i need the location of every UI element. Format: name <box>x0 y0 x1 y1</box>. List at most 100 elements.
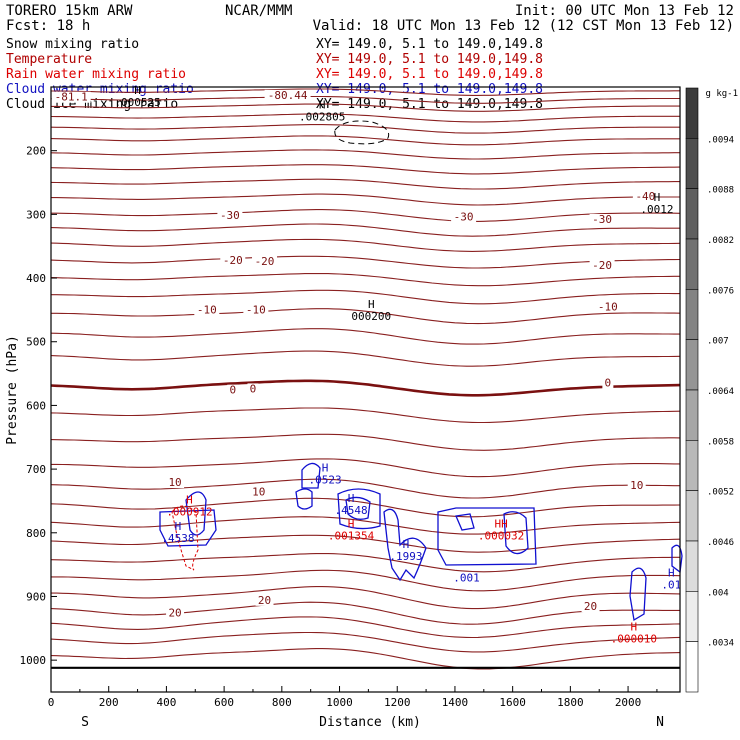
y-tick-label: 200 <box>26 145 46 158</box>
extremum-value: .001 <box>453 572 480 585</box>
extremum-mark: H <box>175 520 182 533</box>
colorbar-swatch <box>685 440 699 491</box>
colorbar-tick-label: .0082 <box>707 236 734 246</box>
colorbar-swatch <box>685 641 699 693</box>
extremum-value: .002805 <box>299 110 345 123</box>
extremum-mark: H <box>348 492 355 505</box>
x-tick-label: 2000 <box>615 696 642 709</box>
extremum-mark: H <box>348 518 355 531</box>
extremum-mark: H <box>654 191 661 204</box>
y-tick-label: 700 <box>26 463 46 476</box>
colorbar-swatch <box>685 138 699 189</box>
y-axis-ticks: 200 300 400 500 600 700 800 900 1000 <box>20 145 57 667</box>
isotherm-label-bg <box>227 384 239 396</box>
south-label: S <box>81 715 89 730</box>
isotherm-label-bg <box>243 304 269 316</box>
field-name-snow: Snow mixing ratio <box>6 37 139 52</box>
colorbar-swatch <box>685 289 699 340</box>
isotherm-label-bg <box>217 210 243 222</box>
isotherm-label: 10 <box>630 479 643 492</box>
y-tick-label: 600 <box>26 399 46 412</box>
isotherm <box>50 113 680 123</box>
extrema-markers: H.000525 H.002805H.0012H000200H.000912H.4… <box>114 84 681 646</box>
isotherm-lines <box>50 88 681 670</box>
isotherm-label: -20 <box>223 254 243 267</box>
extremum-mark: H <box>631 621 638 634</box>
extremum-mark: H <box>368 298 375 311</box>
isotherm-label-bg <box>632 191 658 203</box>
snow-contour <box>334 120 390 145</box>
isotherm-label: 20 <box>584 600 597 613</box>
isotherm-label-bg <box>627 480 646 492</box>
colorbar-unit: g kg-1 <box>705 89 738 99</box>
extremum-value: .4538 <box>161 532 194 545</box>
isotherm <box>50 497 681 518</box>
isotherm-label: 20 <box>258 594 271 607</box>
forecast-hour: Fcst: 18 h <box>6 18 90 34</box>
extremum-mark: H <box>186 493 193 506</box>
x-tick-label: 1400 <box>442 696 469 709</box>
isotherm-label-bg <box>194 304 220 316</box>
extremum-value: .000032 <box>478 530 524 543</box>
isotherm-label: 0 <box>250 382 257 395</box>
isotherm <box>51 308 681 325</box>
y-axis-label: Pressure (hPa) <box>5 335 20 445</box>
field-xy-snow: XY= 149.0, 5.1 to 149.0,149.8 <box>316 37 543 52</box>
isotherm <box>51 209 681 222</box>
isotherm <box>50 601 680 625</box>
isotherm <box>51 193 680 206</box>
isotherm <box>51 458 680 478</box>
x-axis-label: Distance (km) <box>319 715 421 730</box>
isotherm-label-bg <box>252 256 278 268</box>
extremum-value: .001354 <box>328 530 375 543</box>
colorbar-swatch <box>685 339 699 391</box>
colorbar-swatch <box>685 389 699 441</box>
center-label: NCAR/MMM <box>225 3 292 19</box>
isotherm <box>50 328 680 345</box>
isotherm-label-bg <box>264 89 311 101</box>
x-tick-label: 800 <box>272 696 292 709</box>
extremum-value: .1993 <box>389 550 422 563</box>
isotherm-label: -10 <box>598 300 618 313</box>
plot-frame <box>50 86 681 693</box>
isotherm <box>50 631 681 653</box>
isotherm-label-bg <box>581 601 600 613</box>
isotherm-label: -20 <box>255 255 275 268</box>
cloud-water-contour <box>383 508 427 582</box>
x-tick-label: 1800 <box>557 696 584 709</box>
isotherm-label-bg <box>220 254 246 266</box>
colorbar-tick-label: .0064 <box>707 387 734 397</box>
isotherm-label-bg <box>255 594 274 606</box>
extremum-value: .000912 <box>166 505 212 518</box>
extremum-mark: H <box>134 84 141 97</box>
snow-contours <box>334 120 390 145</box>
isotherm <box>51 586 681 610</box>
colorbar-tick-label: .0046 <box>707 538 734 548</box>
field-xy-cloud-water: XY= 149.0, 5.1 to 149.0,149.8 <box>316 82 543 97</box>
field-name-temperature: Temperature <box>6 52 92 67</box>
colorbar-tick-label: .0034 <box>707 639 734 649</box>
isotherm-label: -80.44 <box>268 89 308 102</box>
colorbar-tick-label: .0088 <box>707 186 734 196</box>
colorbar-swatch <box>685 490 699 542</box>
isotherm <box>50 124 680 134</box>
x-tick-label: 1200 <box>384 696 411 709</box>
extremum-value: .0012 <box>640 203 673 216</box>
isotherm-label: -30 <box>454 210 474 223</box>
extremum-mark: H <box>319 98 326 111</box>
isotherm <box>50 135 680 146</box>
extremum-mark: HH <box>494 518 507 531</box>
field-name-rain: Rain water mixing ratio <box>6 67 186 82</box>
cloud-water-contours <box>159 462 683 622</box>
extremum-value: .000010 <box>611 633 657 646</box>
cloud-water-contour <box>337 488 381 530</box>
cloud-water-contour <box>503 511 529 555</box>
colorbar: .0094 .0088 .0082 .0076 .007 .0064 .0058 .0052.… <box>685 87 734 693</box>
x-tick-label: 1600 <box>499 696 526 709</box>
isotherm <box>51 95 680 104</box>
field-xy-rain: XY= 149.0, 5.1 to 149.0,149.8 <box>316 67 543 82</box>
colorbar-swatch <box>685 188 699 240</box>
x-axis-ticks: 0 200 400 600 800 1000 1200 1400 1600 1800 2000 <box>48 686 658 709</box>
y-tick-label: 400 <box>26 272 46 285</box>
